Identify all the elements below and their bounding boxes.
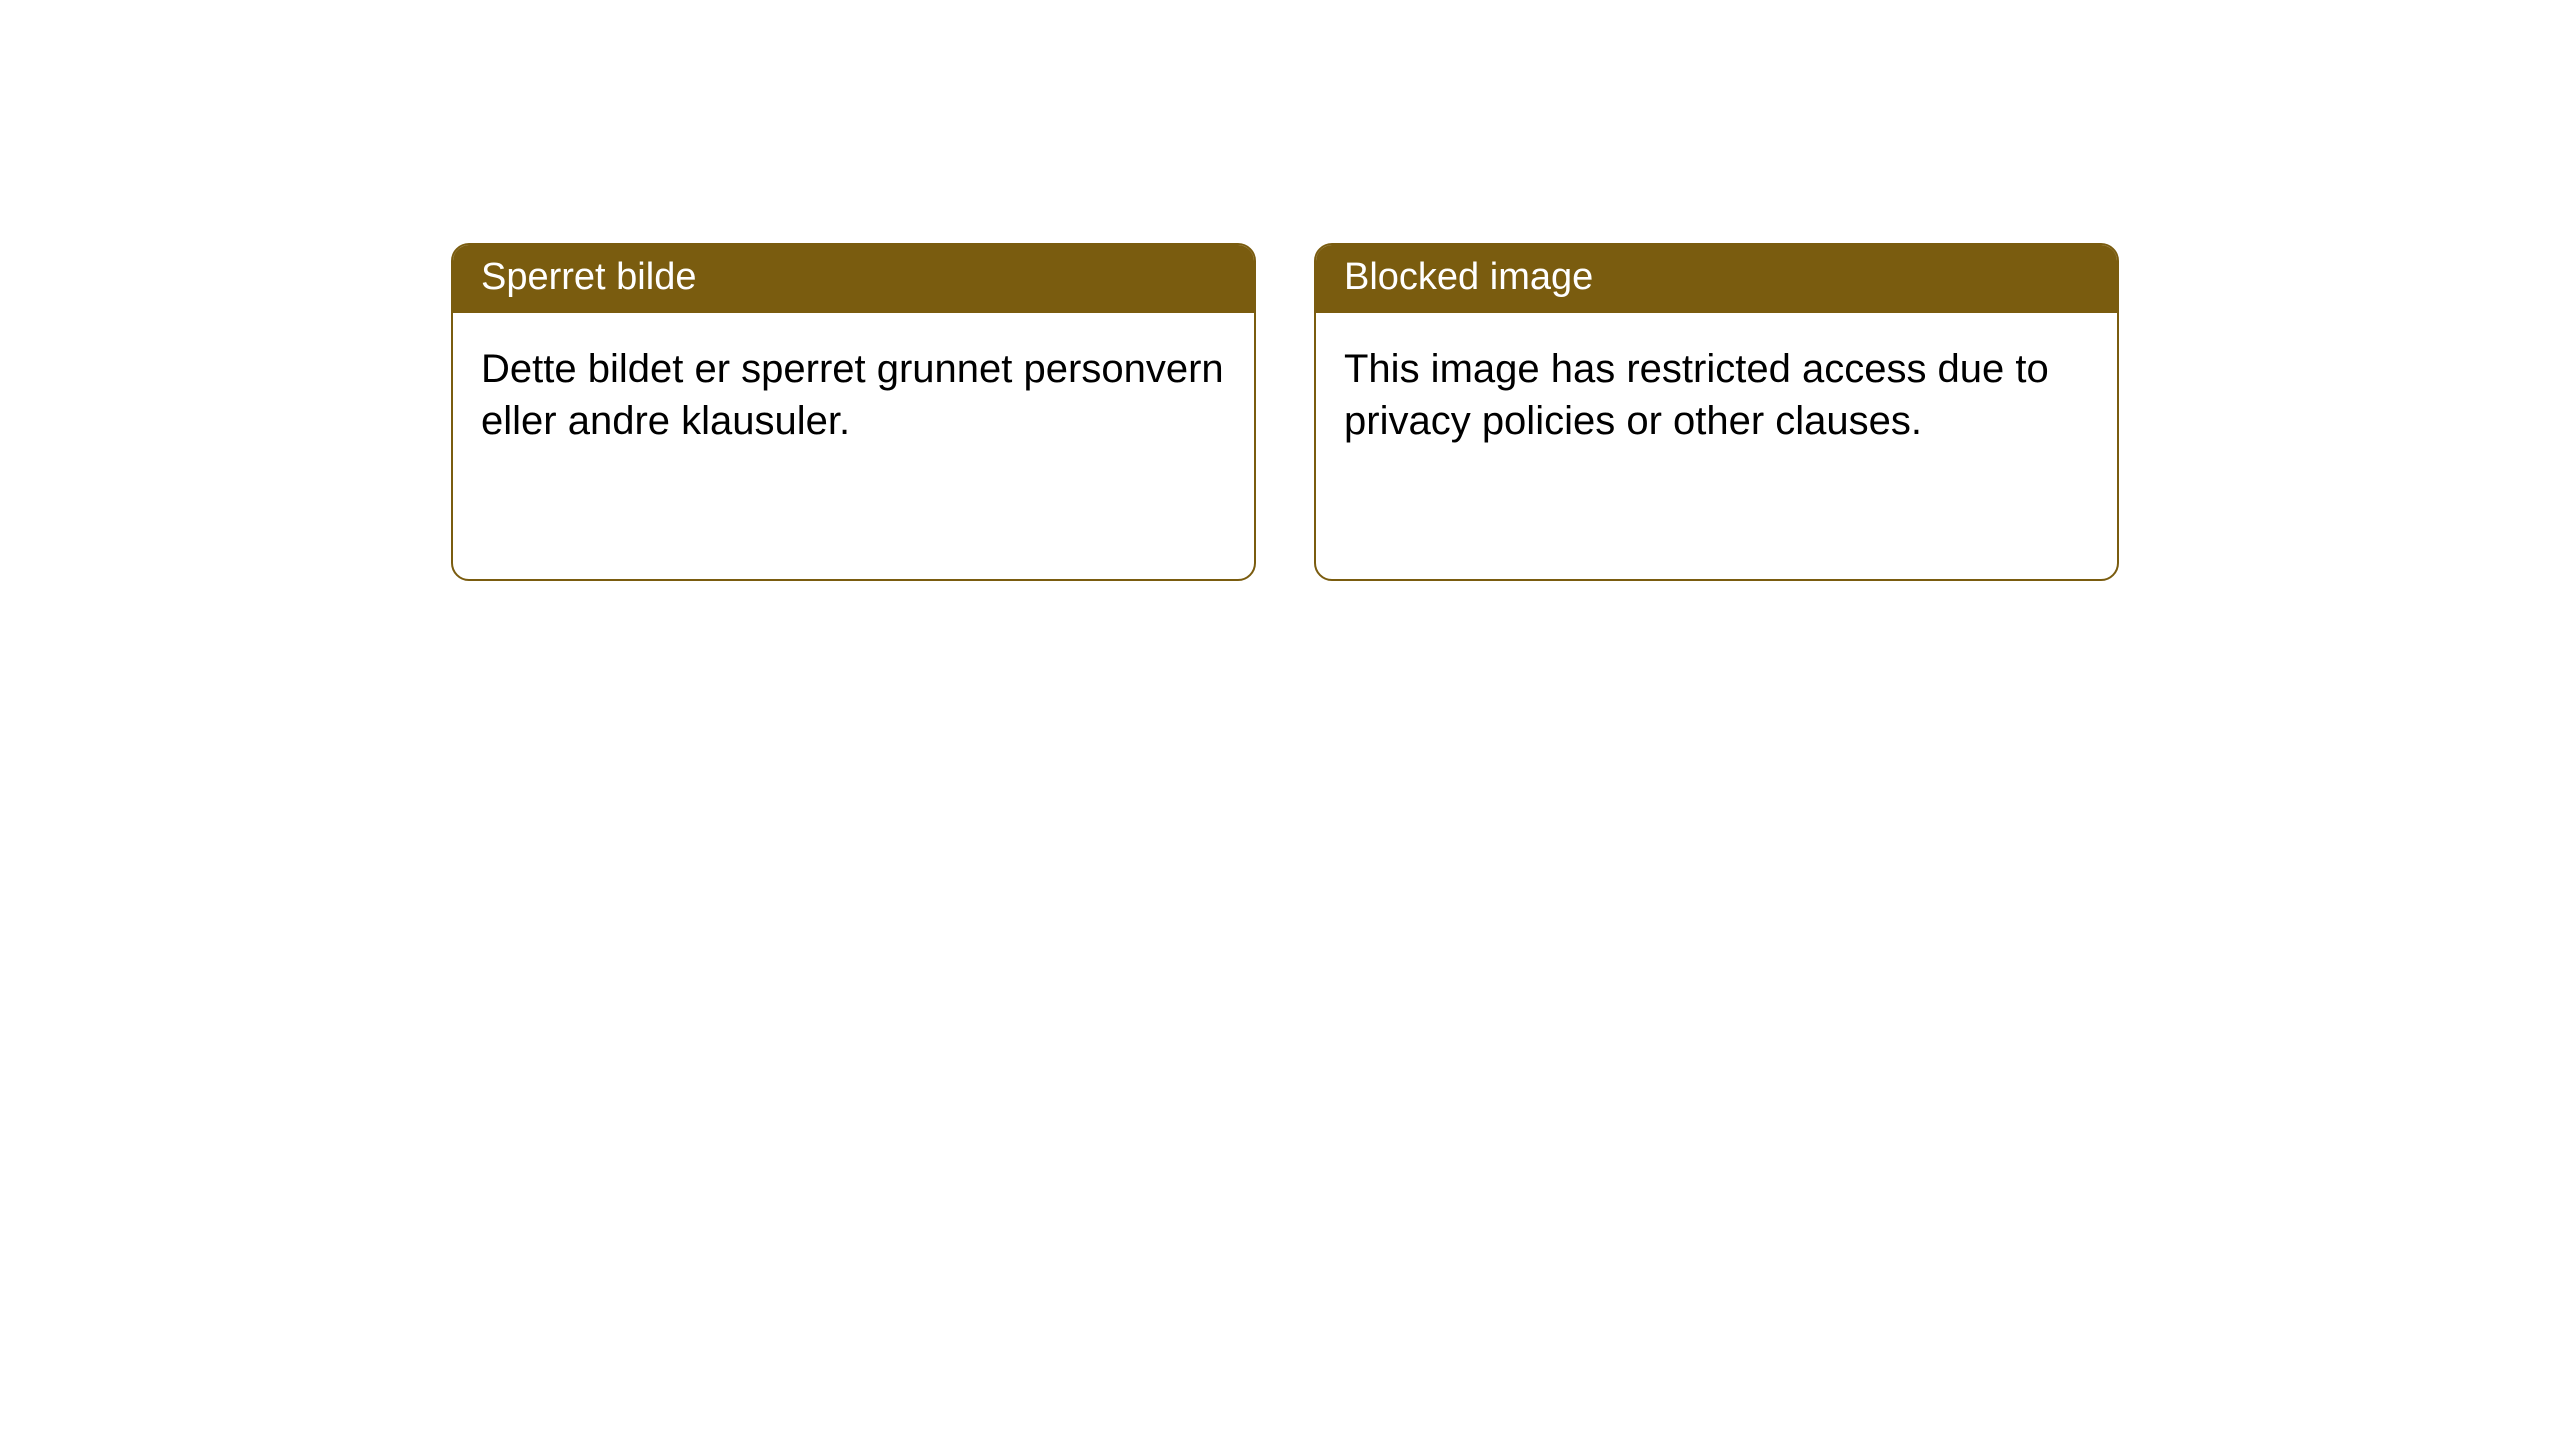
- blocked-image-card-no: Sperret bilde Dette bildet er sperret gr…: [451, 243, 1256, 581]
- card-body-en: This image has restricted access due to …: [1316, 313, 2117, 477]
- cards-container: Sperret bilde Dette bildet er sperret gr…: [451, 243, 2119, 581]
- card-body-no: Dette bildet er sperret grunnet personve…: [453, 313, 1254, 477]
- blocked-image-card-en: Blocked image This image has restricted …: [1314, 243, 2119, 581]
- card-header-no: Sperret bilde: [453, 245, 1254, 313]
- card-header-en: Blocked image: [1316, 245, 2117, 313]
